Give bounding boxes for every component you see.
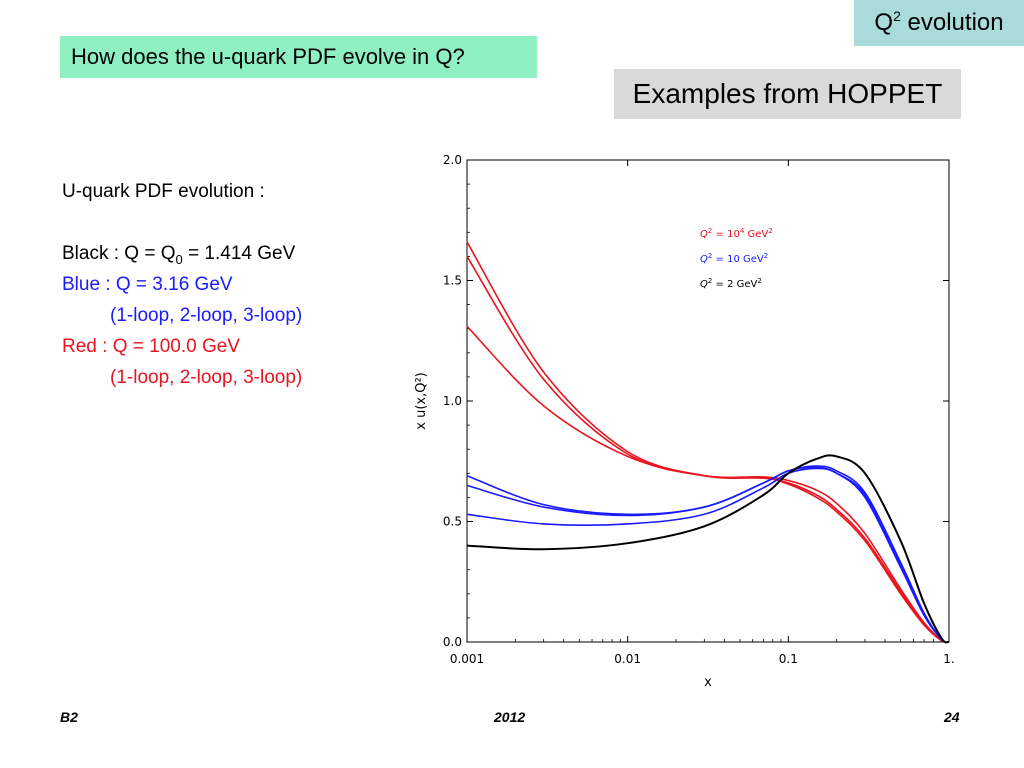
pdf-evolution-chart: 0.00.51.01.52.00.001 0.01 0.1 1. Q2 = 104 G… [414, 153, 955, 690]
examples-banner: Examples from HOPPET [614, 69, 961, 119]
tag-superscript: 2 [893, 8, 901, 24]
legend-text-part: = 10 GeV [712, 254, 764, 265]
black-subscript: 0 [175, 251, 183, 267]
notes-title: U-quark PDF evolution : [62, 181, 265, 202]
plot-frame [466, 159, 950, 643]
tag-rest: evolution [900, 9, 1004, 36]
legend-text-part: 2 [708, 227, 712, 235]
notes-blue-loops: (1-loop, 2-loop, 3-loop) [110, 305, 303, 326]
notes-blue-line: Blue : Q = 3.16 GeV [62, 274, 233, 295]
footer-left: B2 [60, 709, 78, 725]
legend-entry: Q2 = 104 GeV2 [700, 227, 773, 240]
legend-text-part: = 10 [712, 229, 739, 240]
x-axis-label: x [704, 675, 712, 690]
legend-text-part: Q [700, 254, 708, 265]
legend-text-part: 2 [764, 252, 768, 260]
notes-panel: U-quark PDF evolution : Black : Q = Q0 =… [62, 176, 302, 393]
black-prefix: Black : Q = Q [62, 243, 176, 264]
y-tick-label: 0.0 [443, 635, 462, 649]
series-line-2 [466, 325, 950, 644]
x-tick-label: 0.01 [614, 652, 641, 666]
x-tick-label: 1. [943, 652, 954, 666]
black-suffix: = 1.414 GeV [182, 243, 296, 264]
legend-text-part: 2 [768, 227, 772, 235]
legend-text-part: 2 [708, 277, 712, 285]
series-line-5 [466, 467, 950, 644]
notes-red-loops: (1-loop, 2-loop, 3-loop) [110, 367, 303, 388]
y-tick-label: 0.5 [443, 515, 462, 529]
notes-spacer [62, 207, 302, 238]
question-banner: How does the u-quark PDF evolve in Q? [60, 36, 537, 78]
x-tick-label: 0.1 [779, 652, 798, 666]
notes-red-line: Red : Q = 100.0 GeV [62, 336, 240, 357]
y-axis-label: x u(x,Q²) [414, 372, 429, 429]
y-tick-label: 2.0 [443, 153, 462, 167]
y-tick-label: 1.0 [443, 394, 462, 408]
legend-entry: Q2 = 2 GeV2 [700, 277, 762, 290]
legend-entry: Q2 = 10 GeV2 [700, 252, 768, 265]
legend-text-part: 4 [740, 227, 745, 235]
footer-center: 2012 [494, 709, 526, 725]
series-line-0 [466, 241, 950, 644]
notes-black-line: Black : Q = Q0 = 1.414 GeV [62, 238, 302, 269]
legend-text-part: 2 [757, 277, 761, 285]
series-line-6 [466, 454, 950, 644]
legend-text-part: GeV [744, 229, 768, 240]
legend-text-part: Q [700, 279, 708, 290]
legend-text-part: = 2 GeV [712, 279, 757, 290]
legend-text-part: Q [700, 229, 708, 240]
slide-tag: Q2 evolution [854, 0, 1024, 46]
x-tick-label: 0.001 [450, 652, 484, 666]
legend-text-part: 2 [708, 252, 712, 260]
y-tick-label: 1.5 [443, 274, 462, 288]
footer-right: 24 [944, 709, 960, 725]
tag-base: Q [874, 9, 894, 36]
